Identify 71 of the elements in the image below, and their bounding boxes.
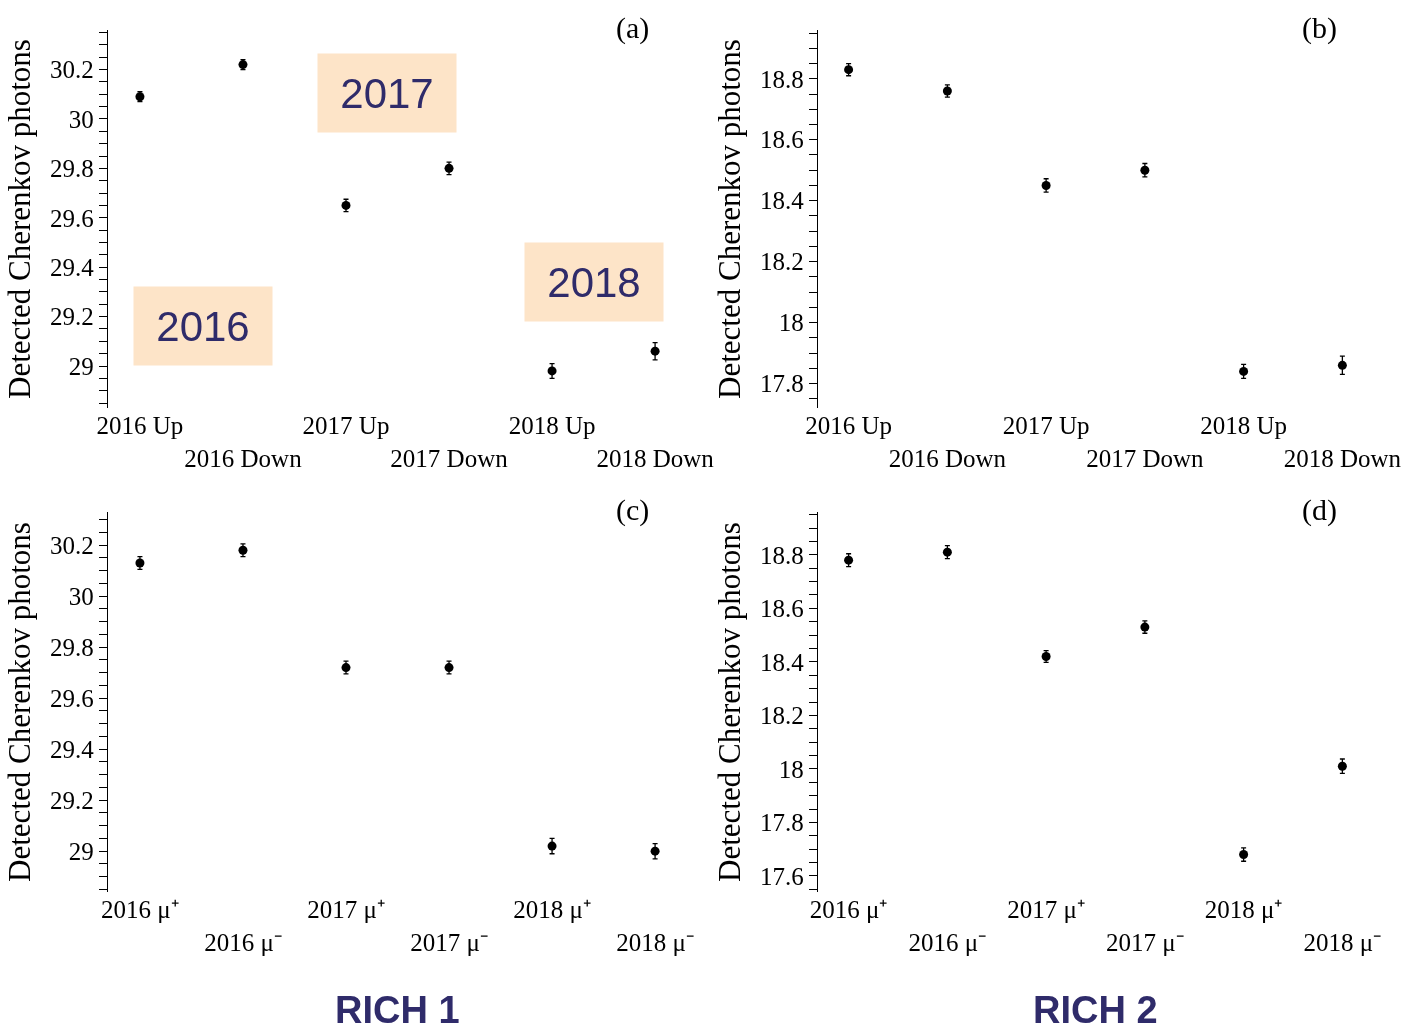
point	[1239, 366, 1249, 376]
point	[650, 346, 660, 356]
y-tick-label: 18.4	[760, 187, 805, 215]
x-tick-label: 2016 Down	[184, 444, 303, 472]
x-tick-label: 2016 Up	[96, 412, 184, 439]
point	[547, 841, 557, 851]
text: RICH 2	[1033, 989, 1158, 1029]
x-tick-label: 2017 Up	[1002, 412, 1090, 439]
y-tick-label: 18.6	[760, 126, 804, 154]
y-tick-label: 29	[68, 837, 94, 865]
y-tick-label: 30.2	[50, 56, 94, 84]
x-tick-label: 2017 Down	[1086, 444, 1205, 472]
y-tick-label: 30	[68, 582, 94, 610]
y-tick-label: 29.2	[50, 786, 94, 814]
y-tick-label: 29.8	[50, 155, 94, 183]
y-axis-title: Detected Cherenkov photons	[711, 522, 747, 882]
point	[650, 846, 660, 856]
x-tick-label: 2018 Up	[1200, 412, 1288, 439]
x-tick-label: 2017 μ⁻	[1106, 928, 1184, 956]
y-tick-label: 18.4	[760, 648, 805, 676]
y-tick-label: 18	[778, 755, 804, 783]
x-tick-label: 2018 μ⁺	[1204, 896, 1283, 923]
x-tick-label: 2018 μ⁻	[1303, 928, 1382, 956]
annotation: 2016	[156, 302, 250, 350]
y-tick-label: 29.2	[50, 303, 94, 331]
y-tick-label: 29.6	[50, 684, 94, 712]
chart-title: (d)	[1302, 493, 1337, 527]
x-tick-label: 2016 Down	[888, 444, 1007, 472]
annotation: 2018	[547, 258, 641, 306]
y-tick-label: 30.2	[50, 531, 94, 559]
x-tick-label: 2017 Up	[302, 412, 390, 439]
point	[547, 366, 557, 376]
x-tick-label: 2016 μ⁻	[204, 928, 282, 956]
x-tick-label: 2017 Down	[390, 444, 509, 472]
text: RICH 1	[335, 989, 460, 1029]
y-tick-label: 17.8	[760, 809, 804, 837]
chart-title: (a)	[616, 11, 650, 45]
y-tick-label: 18.8	[760, 541, 804, 569]
y-tick-label: 29	[68, 352, 94, 380]
y-axis-title: Detected Cherenkov photons	[711, 39, 747, 399]
y-axis-title: Detected Cherenkov photons	[1, 39, 37, 399]
x-tick-label: 2016 μ⁺	[101, 896, 179, 923]
x-tick-label: 2018 Up	[508, 412, 596, 439]
y-tick-label: 17.8	[760, 370, 804, 398]
y-tick-label: 30	[68, 105, 94, 133]
y-tick-label: 18.2	[760, 702, 804, 730]
x-tick-label: 2018 Down	[1283, 444, 1402, 472]
x-tick-label: 2018 μ⁺	[513, 896, 591, 923]
x-tick-label: 2016 Up	[805, 412, 893, 439]
y-tick-label: 17.6	[760, 862, 804, 890]
y-tick-label: 29.4	[50, 253, 95, 281]
x-tick-label: 2016 μ⁻	[908, 928, 987, 956]
y-tick-label: 29.8	[50, 633, 94, 661]
annotation: 2017	[340, 69, 434, 117]
x-tick-label: 2017 μ⁺	[1007, 896, 1085, 923]
y-tick-label: 29.6	[50, 204, 94, 232]
x-tick-label: 2018 μ⁻	[616, 928, 694, 956]
y-axis-title: Detected Cherenkov photons	[1, 522, 37, 882]
chart-title: (c)	[616, 493, 650, 527]
y-tick-label: 29.4	[50, 735, 95, 763]
x-tick-label: 2017 μ⁻	[410, 928, 488, 956]
y-tick-label: 18.6	[760, 595, 804, 623]
point	[1337, 360, 1347, 370]
y-tick-label: 18.2	[760, 248, 804, 276]
x-tick-label: 2017 μ⁺	[307, 896, 385, 923]
point	[1337, 761, 1347, 771]
y-tick-label: 18.8	[760, 65, 804, 93]
x-tick-label: 2018 Down	[596, 444, 715, 472]
x-tick-label: 2016 μ⁺	[809, 896, 888, 923]
y-tick-label: 18	[778, 309, 804, 337]
chart-title: (b)	[1302, 11, 1337, 45]
